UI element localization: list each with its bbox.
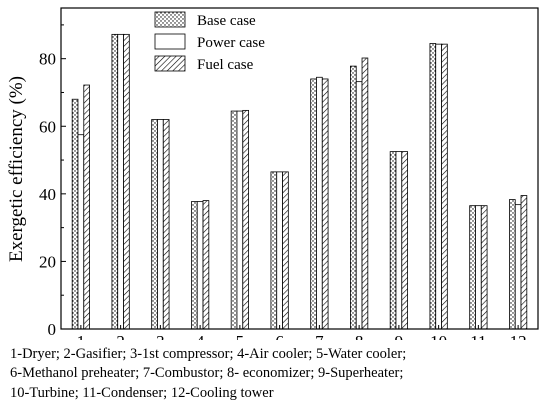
bar-11-power-case <box>475 205 482 330</box>
legend-label-power-case: Power case <box>197 35 265 51</box>
y-tick-label: 60 <box>39 117 56 136</box>
y-axis-label-group: Exergetic efficiency (%) <box>6 76 27 262</box>
legend-label-base-case: Base case <box>197 13 256 29</box>
x-tick-label: 6 <box>275 332 284 340</box>
y-axis-ticks: 0 20 40 60 80 <box>39 24 66 339</box>
bar-5-fuel-case <box>242 109 249 330</box>
x-tick-label: 10 <box>430 332 447 340</box>
bar-12-power-case <box>514 204 522 330</box>
bars-layer <box>71 33 528 330</box>
bar-5-base-case <box>230 110 238 330</box>
legend-swatch-power-case <box>154 33 186 50</box>
y-tick-label: 20 <box>39 252 56 271</box>
y-tick-label: 40 <box>39 185 56 204</box>
bar-1-fuel-case <box>83 84 90 330</box>
legend-swatch-fuel-case <box>154 55 186 72</box>
y-tick-label: 80 <box>39 50 56 69</box>
caption-line-1: 1-Dryer; 2-Gasifier; 3-1st compressor; 4… <box>10 346 407 362</box>
legend: Base case Power case Fuel case <box>154 11 265 73</box>
bar-1-base-case <box>71 98 79 330</box>
bar-3-fuel-case <box>162 119 170 330</box>
bar-8-fuel-case <box>361 57 369 330</box>
bar-12-fuel-case <box>520 195 528 330</box>
x-tick-label: 7 <box>315 332 324 340</box>
legend-label-fuel-case: Fuel case <box>197 57 254 73</box>
bar-7-power-case <box>316 76 323 330</box>
legend-swatch-base-case <box>154 11 186 28</box>
bar-7-fuel-case <box>321 78 329 330</box>
bar-9-base-case <box>389 151 397 330</box>
x-tick-label: 11 <box>470 332 486 340</box>
bar-3-base-case <box>151 119 158 330</box>
caption-line-2: 6-Methanol preheater; 7-Combustor; 8- ec… <box>10 365 404 381</box>
x-tick-label: 12 <box>510 332 527 340</box>
bar-10-fuel-case <box>441 43 448 330</box>
bar-7-base-case <box>310 78 317 330</box>
x-tick-label: 5 <box>236 332 245 340</box>
bar-2-fuel-case <box>123 33 130 330</box>
bar-2-power-case <box>117 33 124 330</box>
caption-line-3: 10-Turbine; 11-Condenser; 12-Cooling tow… <box>10 385 274 401</box>
x-tick-label: 9 <box>395 332 404 340</box>
x-tick-label: 1 <box>77 332 86 340</box>
bar-11-fuel-case <box>480 205 488 330</box>
bar-4-base-case <box>191 201 198 330</box>
plot-frame <box>60 7 539 330</box>
bar-4-power-case <box>196 201 204 330</box>
bar-10-base-case <box>429 43 437 330</box>
bar-9-fuel-case <box>401 151 408 330</box>
bar-8-base-case <box>350 65 357 330</box>
bar-8-power-case <box>355 81 363 330</box>
bar-2-base-case <box>111 33 119 330</box>
x-tick-label: 4 <box>196 332 205 340</box>
x-axis-ticks: 123456789101112 <box>77 325 527 351</box>
bar-5-power-case <box>236 110 244 330</box>
bar-6-base-case <box>270 171 278 330</box>
x-tick-label: 8 <box>355 332 364 340</box>
bar-1-power-case <box>77 134 85 330</box>
bar-6-fuel-case <box>282 171 289 330</box>
y-tick-label: 0 <box>48 320 57 339</box>
x-tick-label: 3 <box>156 332 165 340</box>
x-tick-label: 2 <box>116 332 125 340</box>
bar-11-base-case <box>469 205 476 330</box>
bar-12-base-case <box>509 199 516 330</box>
bar-3-power-case <box>157 119 164 330</box>
bar-9-power-case <box>395 151 403 330</box>
bar-10-power-case <box>435 43 442 330</box>
bar-4-fuel-case <box>202 200 210 330</box>
y-axis-label: Exergetic efficiency (%) <box>6 76 27 262</box>
bar-6-power-case <box>276 171 283 330</box>
